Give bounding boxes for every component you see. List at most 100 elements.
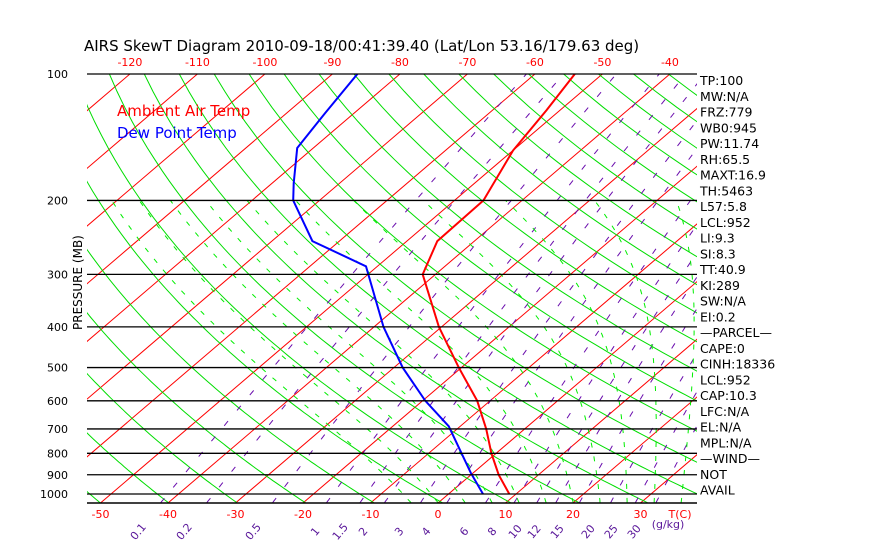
mixing-ratio-label: 0.2 bbox=[174, 521, 195, 543]
isotherm-line bbox=[235, 107, 697, 503]
dry-adiabat-line bbox=[493, 74, 697, 230]
mixing-ratio-label: 15 bbox=[548, 522, 567, 541]
index-value: EL:N/A bbox=[700, 420, 742, 435]
mixing-ratio-label: 4 bbox=[419, 525, 433, 539]
index-value: TT:40.9 bbox=[699, 262, 746, 277]
mixing-ratio-label: 12 bbox=[525, 522, 544, 541]
chart-title: AIRS SkewT Diagram 2010-09-18/00:41:39.4… bbox=[84, 37, 639, 55]
mixing-ratio-label: 30 bbox=[625, 522, 644, 541]
top-temp-tick-label: -60 bbox=[526, 56, 544, 69]
index-value: —PARCEL— bbox=[700, 325, 772, 340]
moist-adiabat-line bbox=[111, 200, 412, 503]
mixing-ratio-label: 2 bbox=[356, 525, 370, 539]
index-value: FRZ:779 bbox=[700, 105, 753, 120]
mixing-ratio-label: 8 bbox=[485, 525, 499, 539]
index-value: LCL:952 bbox=[700, 372, 751, 387]
top-temp-tick-label: -50 bbox=[593, 56, 611, 69]
index-value: CAP:10.3 bbox=[700, 388, 757, 403]
index-value: CINH:18336 bbox=[700, 357, 775, 372]
top-temp-tick-label: -100 bbox=[252, 56, 277, 69]
mixing-ratio-label: 10 bbox=[506, 522, 525, 541]
index-value: PW:11.74 bbox=[700, 136, 759, 151]
moist-adiabat-line bbox=[505, 200, 628, 503]
diagram-grid bbox=[0, 74, 870, 503]
top-temp-tick-label: -120 bbox=[117, 56, 142, 69]
isotherm-line bbox=[87, 74, 468, 400]
isotherm-line bbox=[572, 396, 697, 503]
mixing-ratio-line bbox=[383, 83, 697, 503]
temperature-unit-label: T(C) bbox=[668, 508, 692, 521]
moist-adiabat-line bbox=[169, 200, 466, 503]
mixing-ratio-label: 1 bbox=[308, 525, 322, 539]
dry-adiabat-line bbox=[248, 74, 697, 432]
isotherm-line bbox=[87, 74, 266, 227]
index-value: —WIND— bbox=[700, 451, 760, 466]
y-axis-label: PRESSURE (MB) bbox=[71, 235, 85, 330]
dry-adiabat-line bbox=[388, 74, 697, 314]
pressure-tick-label: 600 bbox=[47, 395, 68, 408]
isotherm-line bbox=[0, 74, 62, 503]
index-value: MW:N/A bbox=[700, 89, 749, 104]
mixing-ratio-label: 0.5 bbox=[243, 521, 264, 543]
moist-adiabat-line bbox=[205, 200, 493, 503]
pressure-tick-label: 700 bbox=[47, 423, 68, 436]
dry-adiabat-line bbox=[213, 74, 697, 463]
dry-adiabat-line bbox=[423, 74, 697, 286]
dry-adiabat-line bbox=[773, 74, 870, 503]
mixing-ratio-line bbox=[634, 390, 697, 503]
isotherm-line bbox=[87, 74, 401, 343]
mixing-ratio-label: 0.1 bbox=[128, 521, 149, 543]
sounding-indices: TP:100MW:N/AFRZ:779WB0:945PW:11.74RH:65.… bbox=[699, 73, 775, 498]
index-value: RH:65.5 bbox=[700, 152, 750, 167]
pressure-tick-label: 800 bbox=[47, 447, 68, 460]
isotherm-line bbox=[100, 74, 603, 503]
bottom-temp-tick-label: -10 bbox=[362, 508, 380, 521]
moist-adiabat-line bbox=[353, 200, 574, 503]
temperature-profile-line bbox=[421, 74, 576, 495]
isotherm-line bbox=[87, 74, 198, 170]
mixing-ratio-label: 6 bbox=[457, 525, 471, 539]
pressure-tick-label: 500 bbox=[47, 362, 68, 375]
index-value: KI:289 bbox=[700, 278, 740, 293]
bottom-temp-tick-label: 10 bbox=[499, 508, 513, 521]
top-temp-tick-label: -40 bbox=[661, 56, 679, 69]
mixing-ratio-line bbox=[419, 119, 697, 503]
mixing-ratio-label: 20 bbox=[579, 522, 598, 541]
index-value: NOT bbox=[700, 467, 727, 482]
bottom-temp-tick-label: 0 bbox=[435, 508, 442, 521]
dry-adiabat-line bbox=[353, 74, 697, 343]
isotherm-line bbox=[87, 74, 536, 458]
index-value: AVAIL bbox=[700, 483, 735, 498]
dry-adiabat-line bbox=[318, 74, 697, 372]
dry-adiabat-line bbox=[87, 248, 375, 503]
dry-adiabat-line bbox=[87, 103, 512, 503]
dewpoint-profile-line bbox=[292, 74, 484, 495]
isotherm-line bbox=[302, 165, 697, 503]
bottom-temp-tick-label: -50 bbox=[92, 508, 110, 521]
moist-adiabat-line bbox=[246, 200, 520, 503]
mixing-ratio-line bbox=[513, 223, 697, 503]
pressure-tick-label: 1000 bbox=[40, 488, 68, 501]
index-value: LFC:N/A bbox=[700, 404, 750, 419]
index-value: MPL:N/A bbox=[700, 435, 752, 450]
pressure-tick-label: 400 bbox=[47, 321, 68, 334]
mixing-ratio-line bbox=[272, 74, 617, 503]
index-value: SI:8.3 bbox=[700, 246, 736, 261]
dry-adiabat-line bbox=[283, 74, 697, 402]
pressure-tick-label: 300 bbox=[47, 268, 68, 281]
dry-adiabat-line bbox=[87, 180, 443, 503]
mixing-ratio-line bbox=[206, 74, 564, 503]
index-value: EI:0.2 bbox=[700, 309, 736, 324]
legend-dew-point-temp: Dew Point Temp bbox=[117, 124, 237, 142]
dry-adiabat-line bbox=[668, 74, 697, 96]
top-temp-tick-label: -80 bbox=[391, 56, 409, 69]
index-value: L57:5.8 bbox=[700, 199, 747, 214]
bottom-temp-tick-label: -30 bbox=[227, 508, 245, 521]
index-value: MAXT:16.9 bbox=[700, 168, 766, 183]
bottom-temp-tick-label: 20 bbox=[566, 508, 580, 521]
isotherm-line bbox=[776, 74, 870, 503]
top-temp-tick-label: -90 bbox=[323, 56, 341, 69]
mixing-ratio-label: 25 bbox=[602, 522, 621, 541]
top-temp-tick-label: -70 bbox=[458, 56, 476, 69]
